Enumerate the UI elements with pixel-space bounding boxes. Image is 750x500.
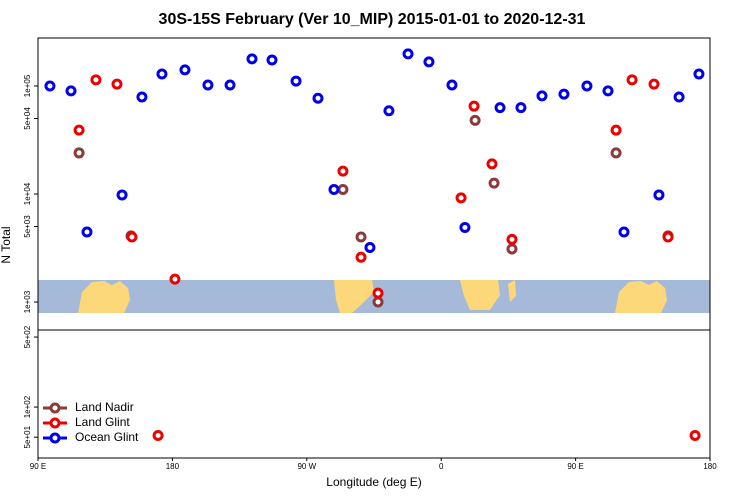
data-point <box>618 226 630 238</box>
data-point <box>494 102 506 114</box>
data-point <box>662 231 674 243</box>
data-point <box>202 79 214 91</box>
data-point <box>602 85 614 97</box>
x-tick-label: 90 E <box>30 462 46 471</box>
land <box>615 281 667 313</box>
data-point <box>337 184 349 196</box>
x-tick-label: 180 <box>166 462 180 471</box>
data-point <box>169 273 181 285</box>
data-point <box>648 78 660 90</box>
data-point <box>673 91 685 103</box>
data-point <box>506 243 518 255</box>
y-tick-label: 5e+01 <box>23 425 32 448</box>
data-point <box>65 85 77 97</box>
legend-marker <box>49 402 61 414</box>
y-tick-label: 5e+04 <box>23 107 32 130</box>
x-tick-label: 0 <box>439 462 444 471</box>
land <box>78 281 130 313</box>
legend-marker <box>49 432 61 444</box>
data-point <box>506 233 518 245</box>
legend-label: Ocean Glint <box>75 430 139 444</box>
data-point <box>312 92 324 104</box>
data-point <box>90 74 102 86</box>
data-point <box>515 102 527 114</box>
data-point <box>73 124 85 136</box>
legend-label: Land Nadir <box>75 400 134 414</box>
data-point <box>653 189 665 201</box>
data-point <box>383 105 395 117</box>
data-point <box>290 75 302 87</box>
data-point <box>355 251 367 263</box>
data-point <box>328 184 340 196</box>
panel-frame <box>37 329 711 459</box>
legend-marker <box>49 417 61 429</box>
data-point <box>179 64 191 76</box>
x-tick-label: 180 <box>703 462 717 471</box>
data-point <box>486 158 498 170</box>
data-point <box>626 74 638 86</box>
data-point <box>152 430 164 442</box>
data-point <box>693 68 705 80</box>
data-point <box>581 80 593 92</box>
data-point <box>423 56 435 68</box>
y-tick-label: 1e+04 <box>23 182 32 205</box>
map-background <box>38 280 710 313</box>
data-point <box>111 78 123 90</box>
data-point <box>372 287 384 299</box>
data-point <box>224 79 236 91</box>
y-tick-label: 1e+02 <box>23 395 32 418</box>
land <box>508 280 516 302</box>
x-axis-label: Longitude (deg E) <box>326 475 421 489</box>
data-point <box>446 79 458 91</box>
data-point <box>558 88 570 100</box>
data-point <box>455 192 467 204</box>
data-point <box>266 54 278 66</box>
y-tick-label: 5e+02 <box>23 325 32 348</box>
data-point <box>81 226 93 238</box>
y-axis-label: N Total <box>0 226 13 263</box>
data-point <box>73 147 85 159</box>
data-point <box>468 100 480 112</box>
data-point <box>337 165 349 177</box>
land <box>334 280 374 313</box>
x-tick-label: 90 W <box>297 462 316 471</box>
data-point <box>246 53 258 65</box>
data-point <box>44 80 56 92</box>
data-point <box>459 221 471 233</box>
x-tick-label: 90 E <box>567 462 583 471</box>
chart-title: 30S-15S February (Ver 10_MIP) 2015-01-01… <box>159 11 586 28</box>
data-point <box>372 296 384 308</box>
data-point <box>364 241 376 253</box>
y-tick-label: 1e+03 <box>23 290 32 313</box>
y-tick-label: 5e+03 <box>23 215 32 238</box>
y-tick-label: 1e+05 <box>23 74 32 97</box>
data-point <box>156 68 168 80</box>
data-point <box>536 90 548 102</box>
data-point <box>402 48 414 60</box>
data-point <box>126 231 138 243</box>
land <box>460 280 500 310</box>
data-point <box>469 114 481 126</box>
legend-label: Land Glint <box>75 415 130 429</box>
data-point <box>355 231 367 243</box>
data-point <box>136 91 148 103</box>
data-point <box>610 124 622 136</box>
data-point <box>689 430 701 442</box>
data-point <box>610 147 622 159</box>
data-point <box>116 189 128 201</box>
data-point <box>488 177 500 189</box>
